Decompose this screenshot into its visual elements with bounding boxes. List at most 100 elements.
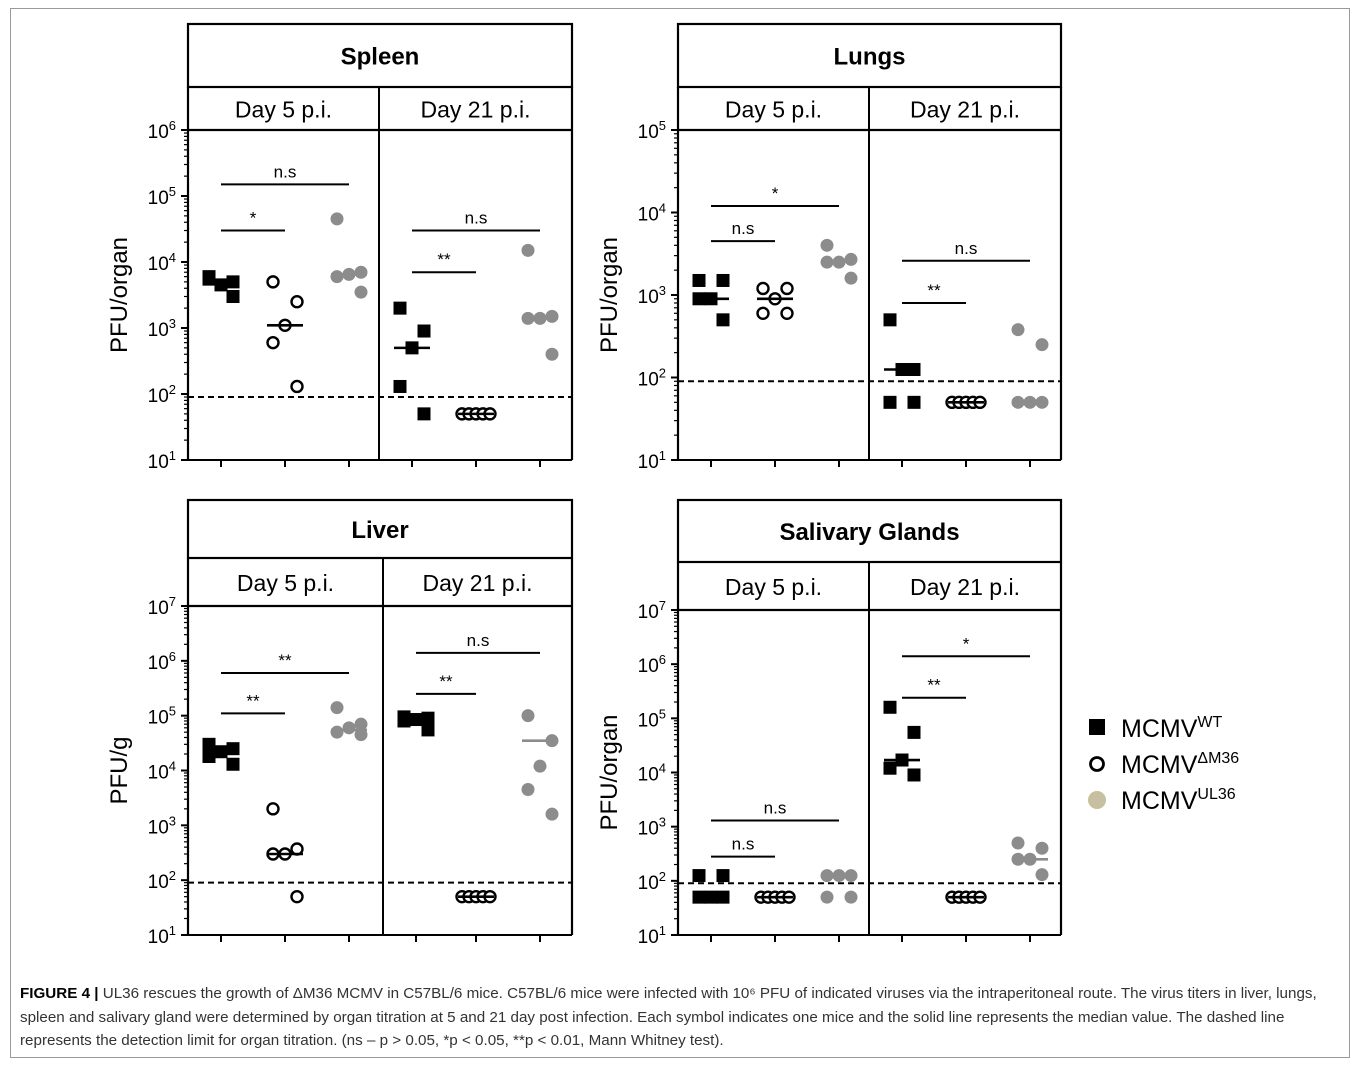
y-axis-label: PFU/organ	[596, 237, 623, 353]
significance-label: n.s	[465, 209, 488, 228]
point-ul36	[521, 783, 535, 797]
significance-label: *	[772, 184, 779, 203]
point-ul36	[354, 285, 368, 299]
point-ul36	[844, 252, 858, 266]
day-label: Day 21 p.i.	[910, 574, 1020, 600]
y-tick-label: 105	[638, 706, 666, 731]
day-label: Day 21 p.i.	[910, 97, 1020, 123]
y-tick-label: 102	[638, 366, 666, 391]
legend-label: MCMVΔM36	[1121, 750, 1239, 779]
point-wt	[716, 313, 730, 327]
point-wt	[883, 700, 897, 714]
point-wt	[417, 324, 431, 338]
point-ul36	[354, 717, 368, 731]
point-wt	[202, 272, 216, 286]
point-wt	[907, 725, 921, 739]
point-wt	[907, 395, 921, 409]
point-dm36	[266, 335, 280, 350]
point-wt	[907, 768, 921, 782]
significance-label: **	[927, 676, 941, 695]
point-ul36	[330, 725, 344, 739]
point-wt	[393, 379, 407, 393]
point-wt	[692, 273, 706, 287]
point-dm36	[290, 889, 304, 904]
significance-label: **	[437, 250, 451, 269]
point-wt	[226, 757, 240, 771]
point-wt	[202, 750, 216, 764]
figure-caption: FIGURE 4 | UL36 rescues the growth of ΔM…	[20, 982, 1345, 1053]
significance-label: n.s	[732, 219, 755, 238]
organ-title: Salivary Glands	[779, 519, 959, 546]
point-dm36	[290, 295, 304, 309]
y-tick-label: 101	[638, 448, 666, 473]
point-wt	[716, 273, 730, 287]
significance-label: *	[963, 634, 970, 653]
point-ul36	[1035, 841, 1049, 855]
organ-title: Liver	[351, 517, 408, 544]
point-wt	[397, 714, 411, 728]
point-ul36	[354, 265, 368, 279]
legend-ul36-icon	[1088, 791, 1106, 809]
y-tick-label: 101	[148, 923, 176, 948]
y-tick-label: 107	[148, 594, 176, 619]
point-ul36	[533, 759, 547, 773]
significance-label: n.s	[467, 631, 490, 650]
point-ul36	[820, 255, 834, 269]
chart-2: Liver Day 5 p.i. Day 21 p.i. PFU/g 101 102 103…	[106, 498, 574, 948]
chart-0: Spleen Day 5 p.i. Day 21 p.i. PFU/organ 101 1…	[106, 22, 574, 473]
point-ul36	[342, 721, 356, 735]
day-label: Day 5 p.i.	[725, 97, 822, 123]
point-wt	[226, 742, 240, 756]
organ-title: Lungs	[834, 44, 906, 71]
significance-label: n.s	[764, 798, 787, 817]
y-tick-label: 104	[638, 761, 666, 786]
significance-label: **	[278, 651, 292, 670]
point-wt	[393, 301, 407, 315]
y-tick-label: 102	[148, 868, 176, 893]
point-ul36	[1011, 836, 1025, 850]
figure-frame	[10, 8, 1350, 1058]
point-dm36	[290, 379, 304, 394]
point-wt	[214, 278, 228, 292]
point-dm36	[780, 281, 794, 296]
y-tick-label: 103	[148, 813, 176, 838]
point-ul36	[1011, 323, 1025, 337]
y-tick-label: 105	[148, 184, 176, 209]
y-tick-label: 106	[148, 649, 176, 674]
y-tick-label: 105	[638, 118, 666, 143]
point-ul36	[832, 255, 846, 269]
y-axis-label: PFU/organ	[106, 237, 133, 353]
day-label: Day 5 p.i.	[725, 574, 822, 600]
point-ul36	[545, 309, 559, 323]
y-tick-label: 106	[638, 652, 666, 677]
legend-wt-icon	[1089, 719, 1105, 735]
point-ul36	[1035, 338, 1049, 352]
point-ul36	[354, 728, 368, 742]
point-dm36	[266, 802, 280, 816]
day-label: Day 5 p.i.	[237, 570, 334, 596]
point-ul36	[330, 701, 344, 715]
significance-label: **	[927, 281, 941, 300]
point-wt	[883, 395, 897, 409]
y-tick-label: 103	[638, 815, 666, 840]
legend-label: MCMVUL36	[1121, 786, 1236, 815]
point-wt	[226, 290, 240, 304]
day-label: Day 21 p.i.	[423, 570, 533, 596]
point-dm36	[780, 306, 794, 321]
point-wt	[883, 313, 897, 327]
chart-1: Lungs Day 5 p.i. Day 21 p.i. PFU/organ 101 10…	[596, 22, 1063, 473]
organ-title: Spleen	[341, 44, 420, 71]
point-wt	[883, 761, 897, 775]
chart-3: Salivary Glands Day 5 p.i. Day 21 p.i. PFU/…	[596, 498, 1063, 948]
point-wt	[421, 711, 435, 725]
y-tick-label: 101	[638, 923, 666, 948]
point-dm36	[756, 281, 770, 296]
point-ul36	[330, 270, 344, 284]
y-tick-label: 104	[148, 250, 176, 275]
significance-label: n.s	[732, 835, 755, 854]
point-wt	[202, 737, 216, 751]
y-tick-label: 102	[638, 869, 666, 894]
y-tick-label: 104	[638, 201, 666, 226]
figure-plots: Spleen Day 5 p.i. Day 21 p.i. PFU/organ 101 1…	[106, 22, 1239, 948]
point-ul36	[330, 212, 344, 226]
